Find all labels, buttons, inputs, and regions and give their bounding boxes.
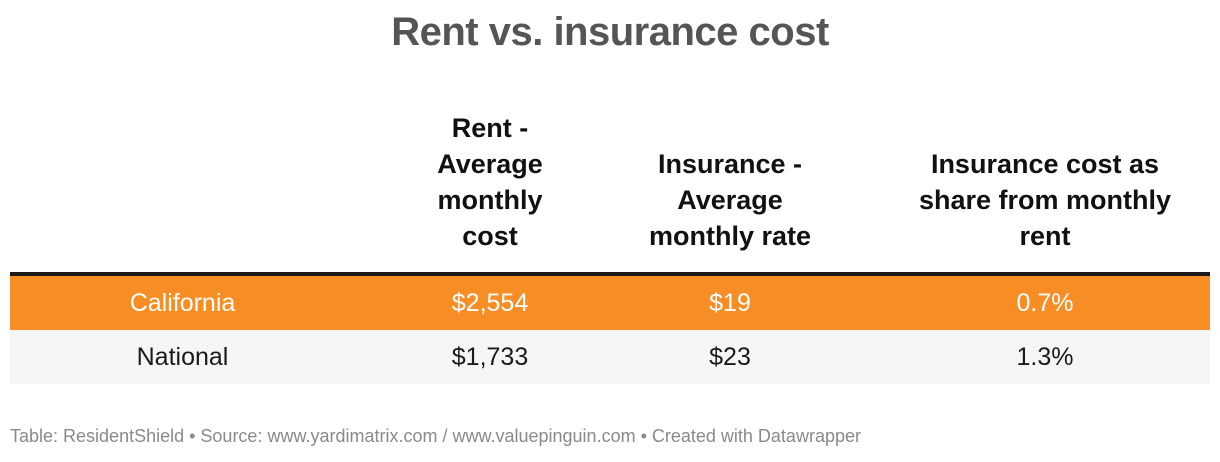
source-footer: Table: ResidentShield • Source: www.yard… [10, 426, 861, 446]
share-cell: 0.7% [1016, 289, 1074, 317]
header-line: monthly [437, 185, 543, 215]
insurance-cell: $23 [709, 343, 751, 371]
header-line: cost [462, 221, 518, 251]
header-line: rent [1019, 221, 1071, 251]
share-cell: 1.3% [1016, 343, 1074, 371]
column-header-insurance: Insurance - Average monthly rate [615, 146, 845, 254]
column-header-rent: Rent - Average monthly cost [410, 110, 570, 254]
rent-cell: $1,733 [451, 343, 529, 371]
header-line: Rent - [451, 113, 529, 143]
row-name-cell: California [129, 289, 236, 317]
table-row-national: National $1,733 $23 1.3% [10, 330, 1210, 384]
row-name-cell: National [136, 343, 229, 371]
table-header: Rent - Average monthly cost Insurance - … [10, 110, 1210, 276]
header-line: monthly rate [648, 221, 812, 251]
rent-cell: $2,554 [451, 289, 529, 317]
header-line: Insurance cost as [930, 149, 1160, 179]
header-line: Average [677, 185, 783, 215]
data-table: Rent - Average monthly cost Insurance - … [10, 110, 1210, 384]
insurance-cell: $19 [709, 289, 751, 317]
table-row-california: California $2,554 $19 0.7% [10, 276, 1210, 330]
header-line: Insurance - [657, 149, 803, 179]
column-header-share: Insurance cost as share from monthly ren… [880, 146, 1210, 254]
chart-title: Rent vs. insurance cost [391, 10, 829, 54]
header-line: share from monthly [918, 185, 1172, 215]
header-line: Average [437, 149, 543, 179]
